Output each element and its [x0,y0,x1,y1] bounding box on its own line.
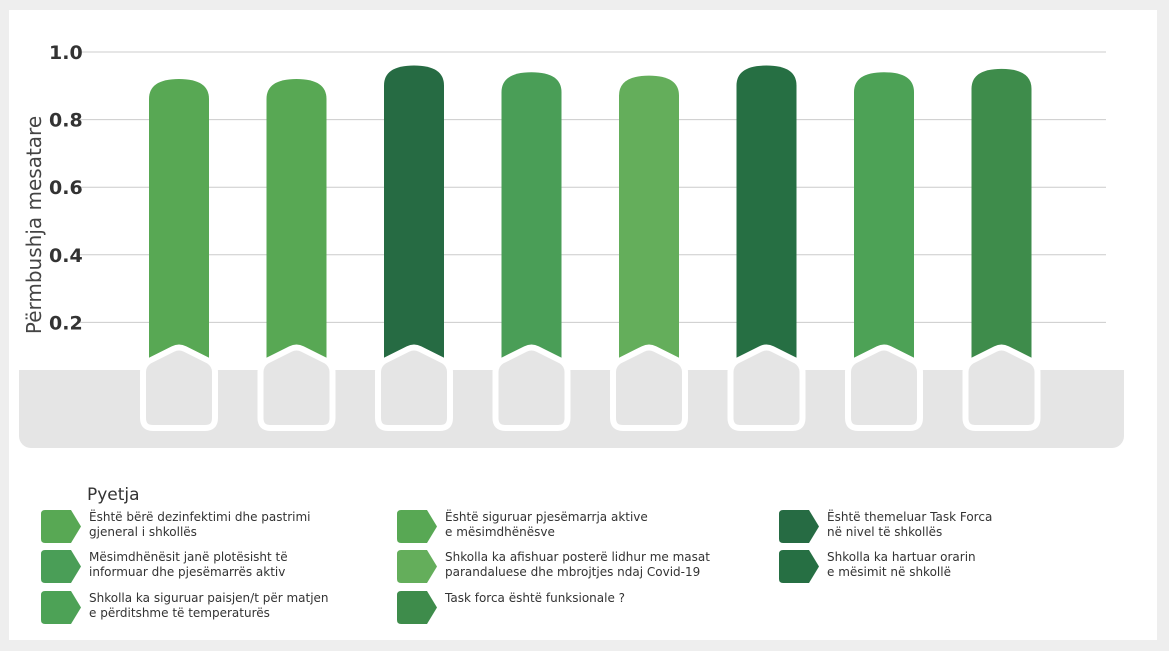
legend-swatch [779,550,819,583]
legend-swatch [397,510,437,543]
legend-swatch [397,591,437,624]
legend-label: Shkolla ka siguruar paisjen/t për matjen… [89,591,329,620]
bar [266,79,327,362]
legend-label: Shkolla ka hartuar orarin e mësimit në s… [827,550,976,579]
legend-label: Është siguruar pjesëmarrja aktive e mësi… [445,510,648,539]
bar-base-marker [140,344,218,431]
bar [971,68,1032,363]
bar [149,79,209,362]
bar-base-marker [845,344,923,431]
legend-item: Task forca është funksionale ? [397,591,625,624]
legend-swatch [41,550,81,583]
legend-item: Shkolla ka hartuar orarin e mësimit në s… [779,550,976,583]
bar-base-marker [727,344,806,431]
legend-item: Shkolla ka siguruar paisjen/t për matjen… [41,591,329,624]
legend-label: Është themeluar Task Forca në nivel të s… [827,510,993,539]
bar-base-marker [375,344,453,431]
bar-base-marker [610,344,688,431]
bar [501,72,562,362]
legend-swatch [779,510,819,543]
bar-base-marker [257,344,336,431]
bar [619,75,679,362]
legend-swatch [397,550,437,583]
bar [384,65,444,362]
legend-item: Është themeluar Task Forca në nivel të s… [779,510,992,543]
bar-base-marker [962,344,1041,431]
y-tick-label: 1.0 [49,42,83,64]
bar [736,65,797,362]
legend-swatch [41,591,81,624]
y-tick-label: 0.4 [49,245,83,267]
legend-swatch [41,510,81,543]
legend-item: Mësimdhënësit janë plotësisht të informu… [41,550,288,583]
y-tick-label: 0.8 [49,110,83,132]
y-tick-label: 0.2 [49,312,83,334]
chart-card: 0.2 0.4 0.6 0.8 1.0 Përmbushja mesatare Pyet… [9,10,1157,640]
legend-item: Shkolla ka afishuar posterë lidhur me ma… [397,550,710,583]
legend-label: Task forca është funksionale ? [445,591,626,605]
y-axis-label: Përmbushja mesatare [22,116,46,334]
y-tick-label: 0.6 [49,177,83,199]
legend-item: Është siguruar pjesëmarrja aktive e mësi… [397,510,648,543]
bar-chart: 0.2 0.4 0.6 0.8 1.0 Përmbushja mesatare [19,42,1124,448]
legend-title: Pyetja [87,485,140,505]
legend-item: Është bërë dezinfektimi dhe pastrimi gje… [41,510,311,543]
bar [854,72,914,362]
legend-label: Mësimdhënësit janë plotësisht të informu… [89,550,288,579]
bar-base-marker [492,344,571,431]
legend-label: Është bërë dezinfektimi dhe pastrimi gje… [89,510,311,539]
legend-label: Shkolla ka afishuar posterë lidhur me ma… [445,550,710,579]
